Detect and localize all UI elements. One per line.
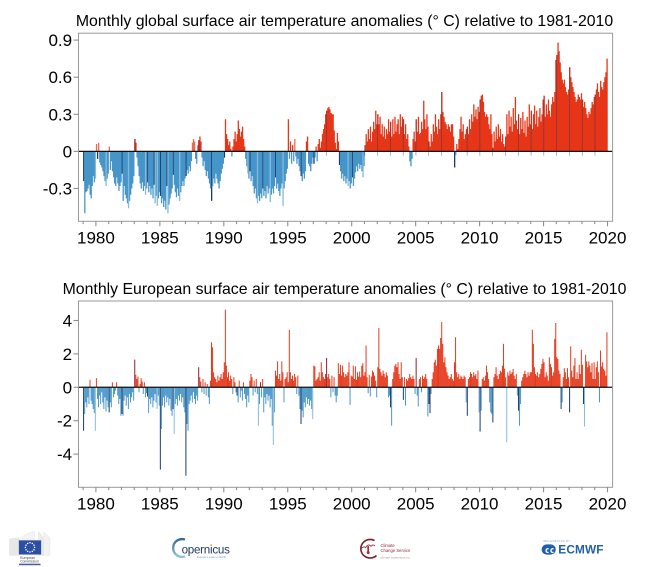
svg-text:IMPLEMENTED BY: IMPLEMENTED BY	[543, 539, 570, 543]
svg-text:1980: 1980	[77, 229, 115, 248]
svg-text:Commission: Commission	[20, 560, 39, 564]
svg-text:Monthly European surface air: Monthly European surface air temperature…	[63, 281, 627, 298]
svg-text:2000: 2000	[333, 495, 371, 514]
svg-text:0.3: 0.3	[48, 105, 72, 124]
svg-text:0: 0	[63, 378, 72, 397]
svg-text:Change Service: Change Service	[381, 548, 411, 553]
svg-text:2010: 2010	[461, 495, 499, 514]
svg-text:1990: 1990	[205, 229, 243, 248]
svg-text:2020: 2020	[589, 495, 627, 514]
svg-text:1985: 1985	[141, 495, 179, 514]
svg-text:2005: 2005	[397, 229, 435, 248]
svg-text:1990: 1990	[205, 495, 243, 514]
svg-text:Monthly global surface air te: Monthly global surface air temperature a…	[76, 13, 614, 30]
svg-text:2015: 2015	[525, 229, 563, 248]
svg-text:0.9: 0.9	[48, 31, 72, 50]
svg-text:ECMWF: ECMWF	[558, 542, 603, 556]
svg-text:1980: 1980	[77, 495, 115, 514]
svg-text:Europe’s eyes on Earth: Europe’s eyes on Earth	[197, 555, 226, 559]
svg-text:2015: 2015	[525, 495, 563, 514]
svg-text:European: European	[20, 556, 35, 560]
svg-text:1985: 1985	[141, 229, 179, 248]
svg-text:4: 4	[63, 312, 72, 331]
svg-text:0.6: 0.6	[48, 68, 72, 87]
svg-text:1995: 1995	[269, 229, 307, 248]
svg-text:2000: 2000	[333, 229, 371, 248]
svg-text:-0.3: -0.3	[43, 180, 72, 199]
svg-text:climate.copernicus.eu: climate.copernicus.eu	[381, 555, 410, 559]
svg-text:1995: 1995	[269, 495, 307, 514]
svg-text:2: 2	[63, 345, 72, 364]
svg-text:2020: 2020	[589, 229, 627, 248]
svg-text:opernicus: opernicus	[182, 543, 230, 556]
svg-text:Climate: Climate	[381, 543, 396, 548]
svg-text:-2: -2	[57, 412, 72, 431]
svg-text:-4: -4	[57, 445, 72, 464]
svg-text:2010: 2010	[461, 229, 499, 248]
svg-text:0: 0	[63, 142, 72, 161]
svg-text:2005: 2005	[397, 495, 435, 514]
